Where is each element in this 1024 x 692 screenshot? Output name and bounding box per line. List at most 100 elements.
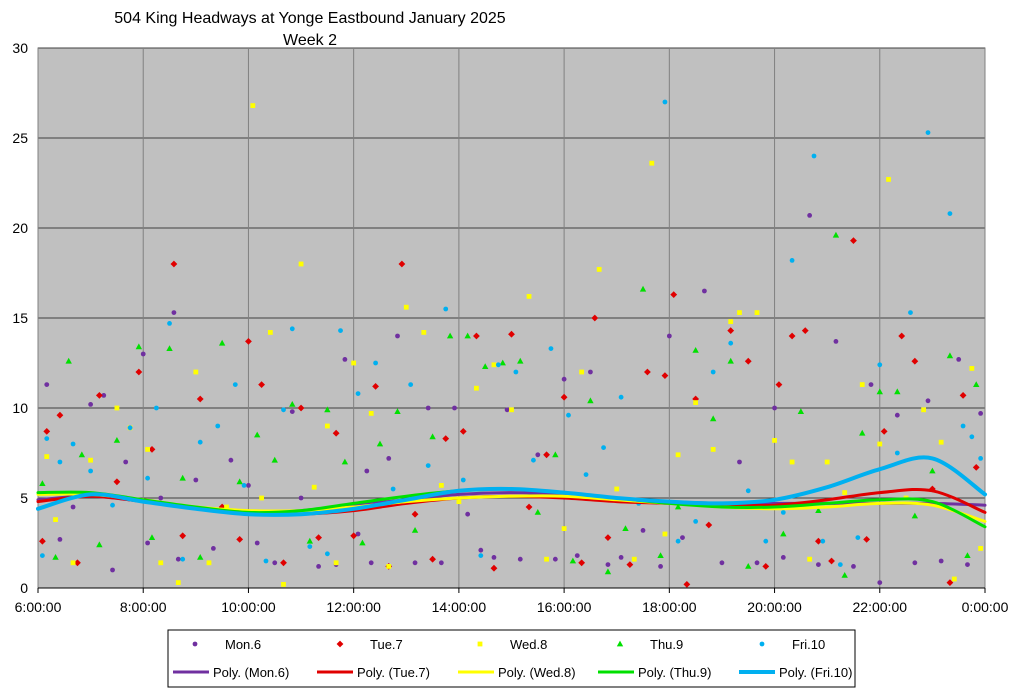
x-tick-label: 20:00:00	[747, 599, 802, 615]
data-point	[658, 564, 663, 569]
data-point	[289, 326, 295, 332]
data-point	[179, 474, 186, 481]
data-point	[390, 486, 396, 492]
data-point	[631, 556, 637, 562]
y-tick-label: 15	[12, 310, 28, 326]
data-point	[324, 551, 330, 557]
data-point	[158, 495, 164, 501]
data-point	[569, 557, 577, 564]
data-point	[727, 327, 735, 334]
y-tick-label: 0	[20, 580, 28, 596]
data-point	[666, 333, 672, 339]
legend-marker	[477, 641, 483, 647]
data-point	[446, 332, 454, 339]
x-tick-label: 10:00:00	[221, 599, 276, 615]
data-point	[298, 261, 304, 267]
data-point	[951, 576, 957, 582]
data-point	[245, 338, 252, 345]
data-point	[271, 456, 278, 463]
data-point	[196, 395, 204, 403]
data-point	[622, 525, 629, 531]
data-point	[925, 398, 931, 404]
data-point	[171, 310, 177, 315]
data-point	[780, 530, 787, 537]
data-point	[618, 555, 624, 560]
x-tick-label: 16:00:00	[537, 599, 592, 615]
data-point	[543, 451, 550, 459]
series-wed-8	[44, 103, 984, 587]
y-tick-label: 5	[20, 490, 28, 506]
x-tick-label: 14:00:00	[432, 599, 487, 615]
data-point	[289, 409, 295, 414]
data-point	[894, 412, 900, 418]
data-point	[574, 553, 580, 558]
data-point	[39, 480, 46, 486]
legend-marker	[336, 640, 344, 648]
data-point	[258, 381, 265, 388]
data-point	[561, 376, 567, 382]
data-point	[113, 437, 121, 443]
trendlines	[36, 455, 987, 529]
data-point	[145, 447, 151, 452]
data-point	[754, 310, 760, 315]
data-point	[364, 468, 370, 474]
data-point	[517, 357, 524, 364]
data-point	[272, 560, 278, 566]
data-point	[478, 547, 484, 553]
data-point	[801, 327, 809, 334]
data-point	[499, 359, 506, 366]
data-point	[833, 339, 839, 344]
data-point	[859, 382, 865, 387]
data-point	[443, 306, 449, 312]
data-point	[534, 509, 542, 515]
data-point	[504, 407, 510, 413]
data-point	[474, 385, 479, 391]
data-point	[561, 526, 567, 531]
data-point	[591, 314, 599, 322]
data-point	[815, 562, 821, 567]
data-point	[820, 538, 826, 544]
data-point	[674, 503, 682, 510]
data-point	[206, 560, 212, 566]
data-point	[350, 532, 358, 540]
data-point	[228, 457, 234, 463]
data-point	[376, 440, 384, 447]
data-point	[588, 369, 593, 375]
data-point	[44, 454, 50, 459]
legend: Mon.6 Tue.7 Wed.8 Thu.9 Fri.10 Poly. (Mon.6) P…	[167, 629, 856, 688]
data-point	[640, 528, 646, 533]
data-point	[491, 555, 497, 560]
data-point	[880, 428, 888, 435]
data-point	[898, 332, 906, 340]
data-point	[960, 423, 966, 429]
data-point	[153, 405, 159, 411]
data-point	[662, 99, 668, 105]
data-point	[552, 451, 559, 458]
data-point	[710, 447, 716, 452]
legend-trend-item: Poly. (Fri.10)	[739, 665, 852, 680]
data-point	[788, 332, 796, 340]
data-point	[587, 397, 594, 404]
data-point	[956, 357, 962, 362]
data-point	[578, 559, 586, 567]
x-tick-label: 18:00:00	[642, 599, 697, 615]
data-point	[442, 435, 450, 442]
data-point	[232, 382, 238, 387]
data-point	[737, 459, 742, 465]
data-point	[855, 535, 861, 540]
data-point	[491, 362, 497, 368]
data-point	[938, 439, 944, 445]
data-point	[964, 552, 971, 558]
data-point	[481, 363, 489, 369]
data-point	[978, 456, 984, 461]
data-point	[693, 400, 699, 405]
data-point	[315, 534, 322, 541]
trendline-poly-fri-10	[36, 455, 987, 517]
data-point	[429, 433, 436, 440]
data-point	[179, 532, 187, 540]
data-point	[851, 564, 856, 569]
legend-marker	[616, 640, 624, 647]
data-point	[513, 369, 519, 375]
data-point	[947, 211, 953, 217]
